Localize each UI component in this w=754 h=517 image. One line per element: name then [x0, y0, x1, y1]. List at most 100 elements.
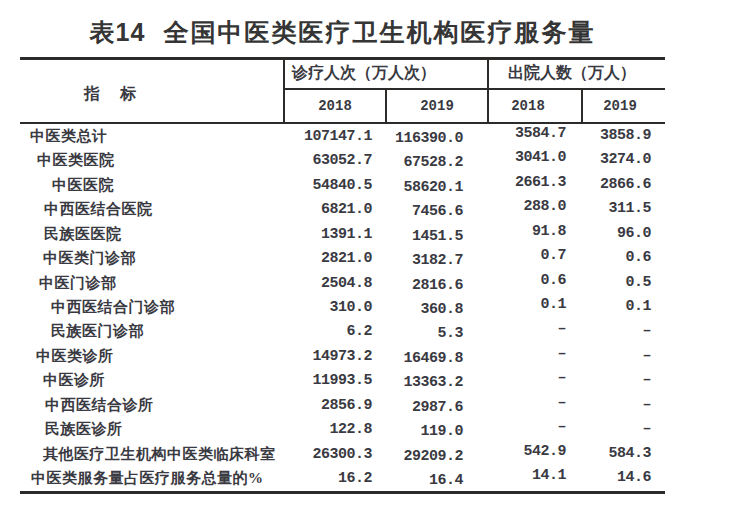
discharges-2019-value: 14.6 [582, 469, 665, 486]
discharges-2019-value: 3274.0 [582, 151, 665, 168]
discharges-2018-value: 2661.3 [488, 174, 582, 191]
discharges-2019-value: – [582, 396, 665, 413]
discharges-2018-value: 14.1 [488, 467, 582, 484]
table-row: 中医类诊所 14973.2 16469.8 – – [20, 344, 665, 368]
discharges-2018-value: – [488, 418, 582, 435]
visits-2018-value: 16.2 [283, 470, 385, 487]
table-row: 民族医门诊部 6.2 5.3 – – [20, 320, 665, 344]
table-row: 中医类总计 107147.1 116390.0 3584.7 3858.9 [20, 124, 665, 148]
indicator-label: 中医类总计 [20, 127, 283, 146]
table-row: 中医类门诊部 2821.0 3182.7 0.7 0.6 [20, 246, 665, 270]
yearbook-table-page: 表14 全国中医类医疗卫生机构医疗服务量 指 标 诊疗人次（万人次） 出院人数（万… [0, 0, 754, 517]
table-row: 中医门诊部 2504.8 2816.6 0.6 0.5 [20, 271, 665, 295]
visits-2018-value: 122.8 [283, 421, 385, 438]
table-row: 中医诊所 11993.5 13363.2 – – [20, 369, 665, 393]
table-row: 中西医结合门诊部 310.0 360.8 0.1 0.1 [20, 295, 665, 319]
visits-2019-value: 119.0 [385, 423, 488, 440]
visits-2019-value: 5.3 [385, 325, 488, 342]
visits-group-header: 诊疗人次（万人次） [285, 59, 487, 88]
indicator-label: 中医类医院 [20, 151, 283, 170]
table-row: 民族医医院 1391.1 1451.5 91.8 96.0 [20, 222, 665, 246]
visits-2018-value: 310.0 [283, 299, 385, 316]
discharges-2019-value: 584.3 [582, 445, 665, 462]
visits-2018-value: 54840.5 [283, 177, 385, 194]
discharges-2018-value: – [488, 345, 582, 362]
visits-2019-value: 29209.2 [385, 447, 488, 464]
visits-2018-value: 63052.7 [283, 152, 385, 169]
visits-2018-value: 6821.0 [283, 201, 385, 218]
indicator-label: 民族医诊所 [20, 420, 283, 439]
discharges-2019-value: – [582, 371, 665, 388]
visits-2019-value: 7456.6 [385, 203, 488, 220]
table-title: 表14 全国中医类医疗卫生机构医疗服务量 [20, 16, 665, 49]
indicator-column-header: 指 标 [20, 63, 283, 125]
table-row: 中医类服务量占医疗服务总量的% 16.2 16.4 14.1 14.6 [20, 467, 665, 491]
visits-2018-value: 2504.8 [283, 275, 385, 292]
discharges-2018-value: 3041.0 [488, 149, 582, 166]
visits-2019-value: 1451.5 [385, 227, 488, 244]
visits-2018-value: 107147.1 [283, 128, 385, 145]
indicator-label: 民族医门诊部 [20, 322, 283, 341]
indicator-label: 民族医医院 [20, 225, 283, 244]
discharges-2019-value: 0.6 [582, 249, 665, 266]
discharges-2018-value: – [488, 369, 582, 386]
visits-2019-value: 16.4 [385, 472, 488, 489]
discharges-2019-value: 3858.9 [582, 127, 665, 144]
visits-2019-value: 116390.0 [385, 129, 488, 146]
visits-2019-value: 16469.8 [385, 349, 488, 366]
discharges-2018-value: 288.0 [488, 198, 582, 215]
discharges-2019-value: – [582, 420, 665, 437]
discharges-2018-value: 0.6 [488, 272, 582, 289]
table-bottom-border [20, 491, 665, 494]
discharges-2019-value: – [582, 347, 665, 364]
indicator-label: 中医类诊所 [20, 347, 283, 366]
table-row: 中医医院 54840.5 58620.1 2661.3 2866.6 [20, 173, 665, 197]
discharges-2018-value: – [488, 394, 582, 411]
visits-2018-value: 6.2 [283, 323, 385, 340]
indicator-label: 中医医院 [20, 176, 283, 195]
visits-2019-header: 2019 [387, 90, 487, 121]
table-row: 中西医结合医院 6821.0 7456.6 288.0 311.5 [20, 197, 665, 221]
visits-2019-value: 3182.7 [385, 252, 488, 269]
table-row: 中医类医院 63052.7 67528.2 3041.0 3274.0 [20, 148, 665, 172]
discharges-2019-header: 2019 [579, 90, 661, 121]
visits-2019-value: 13363.2 [385, 374, 488, 391]
discharges-2019-value: 311.5 [582, 200, 665, 217]
indicator-label: 中西医结合门诊部 [20, 298, 283, 317]
discharges-2018-value: 542.9 [488, 443, 582, 460]
discharges-2019-value: 0.5 [582, 274, 665, 291]
indicator-label: 中医类门诊部 [20, 249, 283, 268]
table-number: 表14 [90, 18, 146, 46]
visits-2019-value: 2816.6 [385, 276, 488, 293]
discharges-2019-value: – [582, 322, 665, 339]
indicator-label: 中西医结合医院 [20, 200, 283, 219]
visits-2018-value: 2856.9 [283, 397, 385, 414]
table-body: 中医类总计 107147.1 116390.0 3584.7 3858.9 中医… [20, 124, 665, 491]
visits-2019-value: 58620.1 [385, 178, 488, 195]
table-row: 其他医疗卫生机构中医类临床科室 26300.3 29209.2 542.9 58… [20, 442, 665, 466]
discharges-2019-value: 2866.6 [582, 176, 665, 193]
discharges-2018-value: 0.1 [488, 296, 582, 313]
table-row: 中西医结合诊所 2856.9 2987.6 – – [20, 393, 665, 417]
discharges-2018-value: 91.8 [488, 223, 582, 240]
visits-2018-header: 2018 [285, 90, 385, 121]
discharges-2018-value: – [488, 320, 582, 337]
discharges-2019-value: 0.1 [582, 298, 665, 315]
indicator-label: 中医门诊部 [20, 274, 283, 293]
indicator-label: 中医诊所 [20, 371, 283, 390]
discharges-2018-value: 0.7 [488, 247, 582, 264]
visits-2019-value: 2987.6 [385, 398, 488, 415]
visits-2018-value: 14973.2 [283, 348, 385, 365]
discharges-2018-header: 2018 [482, 90, 574, 121]
discharges-2018-value: 3584.7 [488, 125, 582, 142]
indicator-label: 中医类服务量占医疗服务总量的% [20, 469, 283, 488]
table-row: 民族医诊所 122.8 119.0 – – [20, 418, 665, 442]
discharges-2019-value: 96.0 [582, 225, 665, 242]
visits-2018-value: 11993.5 [283, 372, 385, 389]
visits-2018-value: 1391.1 [283, 226, 385, 243]
indicator-label: 中西医结合诊所 [20, 396, 283, 415]
visits-2018-value: 2821.0 [283, 250, 385, 267]
visits-2019-value: 67528.2 [385, 154, 488, 171]
table-title-text: 全国中医类医疗卫生机构医疗服务量 [163, 18, 595, 46]
discharges-group-header: 出院人数（万人） [489, 59, 665, 88]
